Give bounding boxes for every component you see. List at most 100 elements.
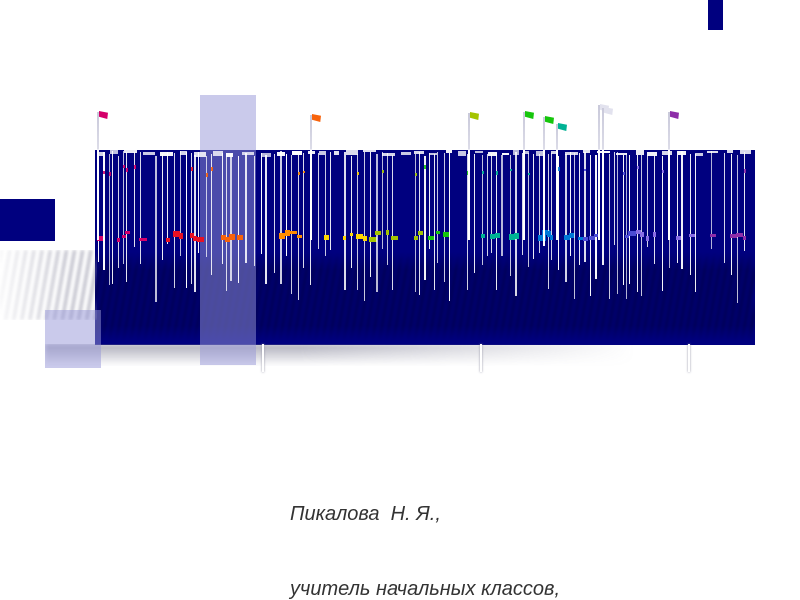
wordart-stripe xyxy=(186,152,188,289)
wordart-stripe xyxy=(386,153,388,266)
wordart-color-dash xyxy=(494,233,500,238)
wordart-color-dash xyxy=(342,236,347,241)
wordart-color-dash xyxy=(179,233,184,240)
flag-icon xyxy=(600,104,609,112)
wordart-fragment xyxy=(458,151,467,156)
wordart-color-speck xyxy=(133,165,136,169)
wordart-fragment xyxy=(740,150,751,155)
wordart-stripe xyxy=(522,152,524,256)
wordart-color-speck xyxy=(356,171,359,176)
wordart-stripe xyxy=(122,151,124,264)
wordart-stripe xyxy=(291,155,293,295)
flag-icon xyxy=(99,111,108,119)
wordart-fragment xyxy=(179,150,188,155)
wordart-stripe xyxy=(198,152,200,253)
wordart-color-dash xyxy=(628,231,636,237)
wordart-stripe xyxy=(126,151,128,283)
wordart-color-dash xyxy=(279,232,285,239)
wordart-color-dash xyxy=(436,230,440,234)
wordart-color-speck xyxy=(557,167,560,171)
wordart-stripe xyxy=(486,153,488,257)
wordart-color-dash xyxy=(97,236,104,241)
wordart-stripe xyxy=(437,151,439,264)
wordart-color-speck xyxy=(381,170,384,174)
wordart-color-dash xyxy=(413,235,419,240)
wordart-stripe xyxy=(210,154,212,276)
wordart-color-dash xyxy=(563,235,571,241)
wordart-color-speck xyxy=(205,173,208,177)
wordart-fragment xyxy=(502,152,510,155)
wordart-color-dash xyxy=(290,230,298,235)
wordart-stripe xyxy=(515,151,518,297)
wordart-stripe xyxy=(423,155,426,281)
wordart-stripe xyxy=(238,155,240,283)
wordart-stripe xyxy=(264,155,267,284)
wordart-color-dash xyxy=(418,231,423,235)
wordart-stripe xyxy=(324,154,326,257)
wordart-stripe xyxy=(724,152,726,264)
wordart-stripe xyxy=(501,154,504,257)
wordart-stripe xyxy=(317,153,319,249)
wordart-fragment xyxy=(647,151,657,157)
wordart-color-dash xyxy=(546,231,552,237)
flag-icon xyxy=(558,123,567,131)
wordart-stripe xyxy=(711,151,713,250)
wordart-stripe xyxy=(547,153,549,290)
wordart-stripe xyxy=(647,155,649,248)
wordart-fragment xyxy=(583,150,591,153)
wordart-color-dash xyxy=(542,230,550,236)
wordart-fragment xyxy=(109,150,118,155)
wordart-stripe xyxy=(225,152,227,292)
wordart-fragment xyxy=(550,151,557,154)
wordart-stripe xyxy=(590,155,592,296)
wordart-color-speck xyxy=(102,170,105,174)
wordart-color-dash xyxy=(569,232,575,238)
wordart-stripe xyxy=(550,152,552,260)
wordart-stripe xyxy=(429,152,431,249)
wordart-stripe xyxy=(280,151,283,284)
wordart-stripe xyxy=(285,154,287,257)
wordart-stripe xyxy=(662,155,664,291)
wordart-fragment xyxy=(333,150,340,155)
wordart-stripe xyxy=(444,152,446,282)
wordart-stripe xyxy=(350,155,352,269)
wordart-fragment xyxy=(414,151,424,154)
wordart-color-dash xyxy=(228,233,236,240)
wordart-stripe xyxy=(528,152,530,267)
wordart-stripe xyxy=(112,151,114,284)
wordart-color-dash xyxy=(640,232,645,238)
accent-square-bottom-left xyxy=(45,310,101,368)
wordart-stripe xyxy=(578,153,580,265)
wordart-stripe xyxy=(743,151,745,251)
wordart-stripe xyxy=(329,151,331,250)
wordart-stripe xyxy=(584,152,587,262)
wordart-color-speck xyxy=(636,165,639,169)
wordart-color-dash xyxy=(742,235,747,241)
wordart-stripe xyxy=(375,153,378,292)
wordart-color-dash xyxy=(509,234,516,241)
wordart-color-dash xyxy=(624,235,630,239)
wordart-fragment xyxy=(662,151,673,156)
wordart-stripe xyxy=(180,151,182,257)
wordart-stripe xyxy=(629,154,631,284)
wordart-color-dash xyxy=(221,234,226,241)
wordart-fragment xyxy=(381,152,395,157)
wordart-stripe xyxy=(205,155,207,257)
wordart-stripe xyxy=(625,152,627,300)
flag-icon xyxy=(525,111,534,119)
wordart-color-dash xyxy=(173,231,181,237)
wordart-color-dash xyxy=(391,235,399,241)
wordart-stripe xyxy=(222,153,224,264)
wordart-stripe xyxy=(370,152,372,278)
wordart-stripe xyxy=(570,151,572,257)
wordart-color-speck xyxy=(210,167,213,172)
wordart-color-dash xyxy=(237,234,244,240)
wordart-color-dash xyxy=(323,234,329,241)
wordart-fragment xyxy=(193,152,207,158)
wordart-fragment xyxy=(726,150,733,154)
wordart-stripe xyxy=(694,154,696,293)
wordart-color-speck xyxy=(622,171,625,176)
wordart-stripe xyxy=(109,153,111,285)
wordart-fragment xyxy=(616,152,628,156)
wordart-stripe xyxy=(102,152,105,270)
